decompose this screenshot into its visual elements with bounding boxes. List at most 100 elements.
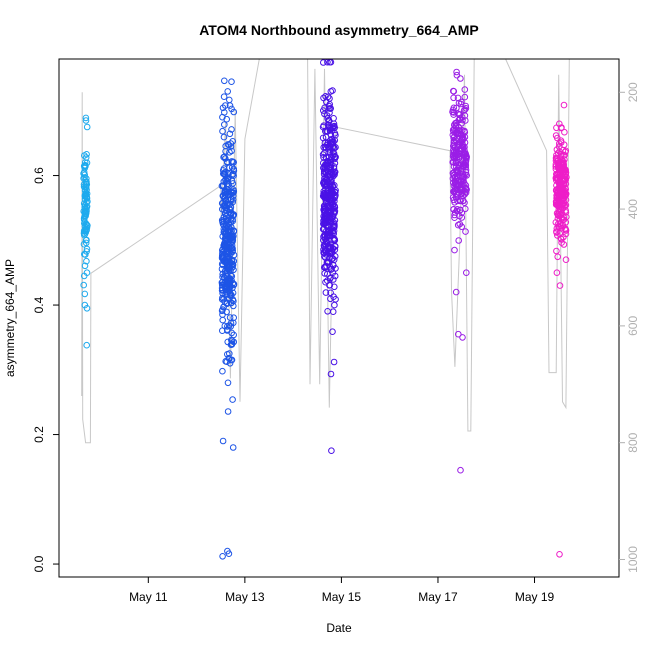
- data-point: [230, 165, 237, 173]
- data-point: [221, 77, 228, 85]
- data-point: [229, 211, 237, 219]
- data-point: [221, 186, 229, 194]
- right-tick-label: 200: [626, 82, 640, 102]
- data-point: [82, 183, 89, 191]
- data-point: [321, 168, 329, 176]
- y-axis: 0.0 0.2 0.4 0.6: [32, 167, 59, 572]
- data-point: [329, 213, 337, 221]
- data-point: [224, 287, 232, 295]
- data-point: [454, 94, 462, 102]
- data-point: [227, 203, 235, 211]
- data-point: [450, 88, 458, 95]
- data-point: [559, 146, 567, 154]
- data-point: [553, 151, 560, 159]
- data-point: [222, 230, 230, 238]
- data-point: [83, 123, 91, 131]
- data-point: [457, 75, 464, 82]
- data-point: [320, 213, 327, 220]
- data-point: [230, 251, 238, 259]
- data-point: [450, 179, 457, 186]
- data-point: [226, 360, 234, 367]
- data-point: [320, 233, 327, 240]
- data-point: [218, 307, 226, 315]
- data-point: [320, 202, 328, 210]
- data-point: [452, 163, 460, 170]
- data-point: [83, 269, 91, 277]
- data-point: [450, 125, 458, 133]
- data-point: [331, 169, 338, 176]
- x-tick-label: May 11: [129, 590, 168, 604]
- data-point: [461, 86, 469, 93]
- data-point: [228, 337, 236, 345]
- data-point: [562, 230, 570, 238]
- x-tick-label: May 15: [322, 590, 362, 604]
- x-axis-label: Date: [326, 621, 352, 635]
- data-point: [226, 96, 233, 104]
- data-point: [320, 59, 327, 66]
- data-point: [453, 150, 461, 157]
- data-point: [225, 254, 232, 262]
- data-point: [454, 221, 462, 229]
- data-point: [322, 144, 330, 152]
- data-point: [451, 187, 459, 195]
- data-point: [450, 151, 457, 158]
- data-point: [322, 93, 329, 100]
- data-point: [320, 159, 327, 167]
- data-point: [229, 171, 236, 179]
- data-point: [320, 107, 327, 114]
- data-point: [325, 243, 332, 250]
- data-point: [459, 334, 466, 341]
- x-tick-label: May 19: [515, 590, 555, 604]
- data-point: [557, 211, 565, 218]
- data-point: [229, 234, 237, 241]
- data-point: [226, 234, 233, 242]
- data-point: [321, 143, 329, 151]
- right-tick-label: 400: [626, 199, 640, 219]
- data-point: [452, 119, 459, 127]
- data-point: [219, 104, 227, 112]
- data-point: [559, 205, 567, 212]
- data-point: [323, 182, 331, 190]
- data-point: [223, 243, 231, 251]
- data-point: [454, 110, 462, 118]
- series-3: [449, 68, 471, 474]
- data-point: [559, 195, 566, 202]
- data-point: [230, 172, 237, 179]
- data-point: [327, 370, 335, 378]
- data-point: [562, 227, 570, 234]
- data-point: [461, 188, 469, 195]
- data-point: [229, 248, 236, 256]
- data-point: [555, 171, 563, 179]
- data-point: [328, 140, 336, 147]
- data-point: [319, 151, 327, 158]
- data-point: [81, 171, 88, 179]
- data-point: [560, 241, 568, 248]
- data-point: [219, 221, 227, 228]
- data-point: [81, 262, 89, 270]
- data-point: [321, 270, 329, 277]
- data-point: [556, 282, 564, 289]
- data-point: [452, 151, 460, 158]
- data-point: [455, 237, 463, 244]
- data-point: [80, 168, 88, 176]
- series-2: [319, 58, 339, 455]
- plot-frame: [58, 58, 620, 578]
- data-point: [219, 327, 226, 335]
- data-point: [81, 152, 88, 159]
- data-point: [226, 289, 234, 297]
- data-point: [224, 141, 232, 148]
- data-point: [227, 299, 235, 307]
- data-point: [221, 109, 228, 116]
- data-point: [218, 265, 226, 273]
- data-point: [229, 189, 236, 196]
- data-point: [81, 161, 89, 169]
- data-point: [330, 190, 337, 197]
- data-point: [331, 301, 338, 309]
- data-point: [322, 133, 330, 141]
- data-point: [453, 185, 460, 193]
- data-point: [227, 292, 235, 300]
- data-point: [462, 102, 470, 110]
- data-point: [452, 122, 459, 130]
- data-point: [223, 204, 230, 211]
- data-point: [461, 112, 469, 119]
